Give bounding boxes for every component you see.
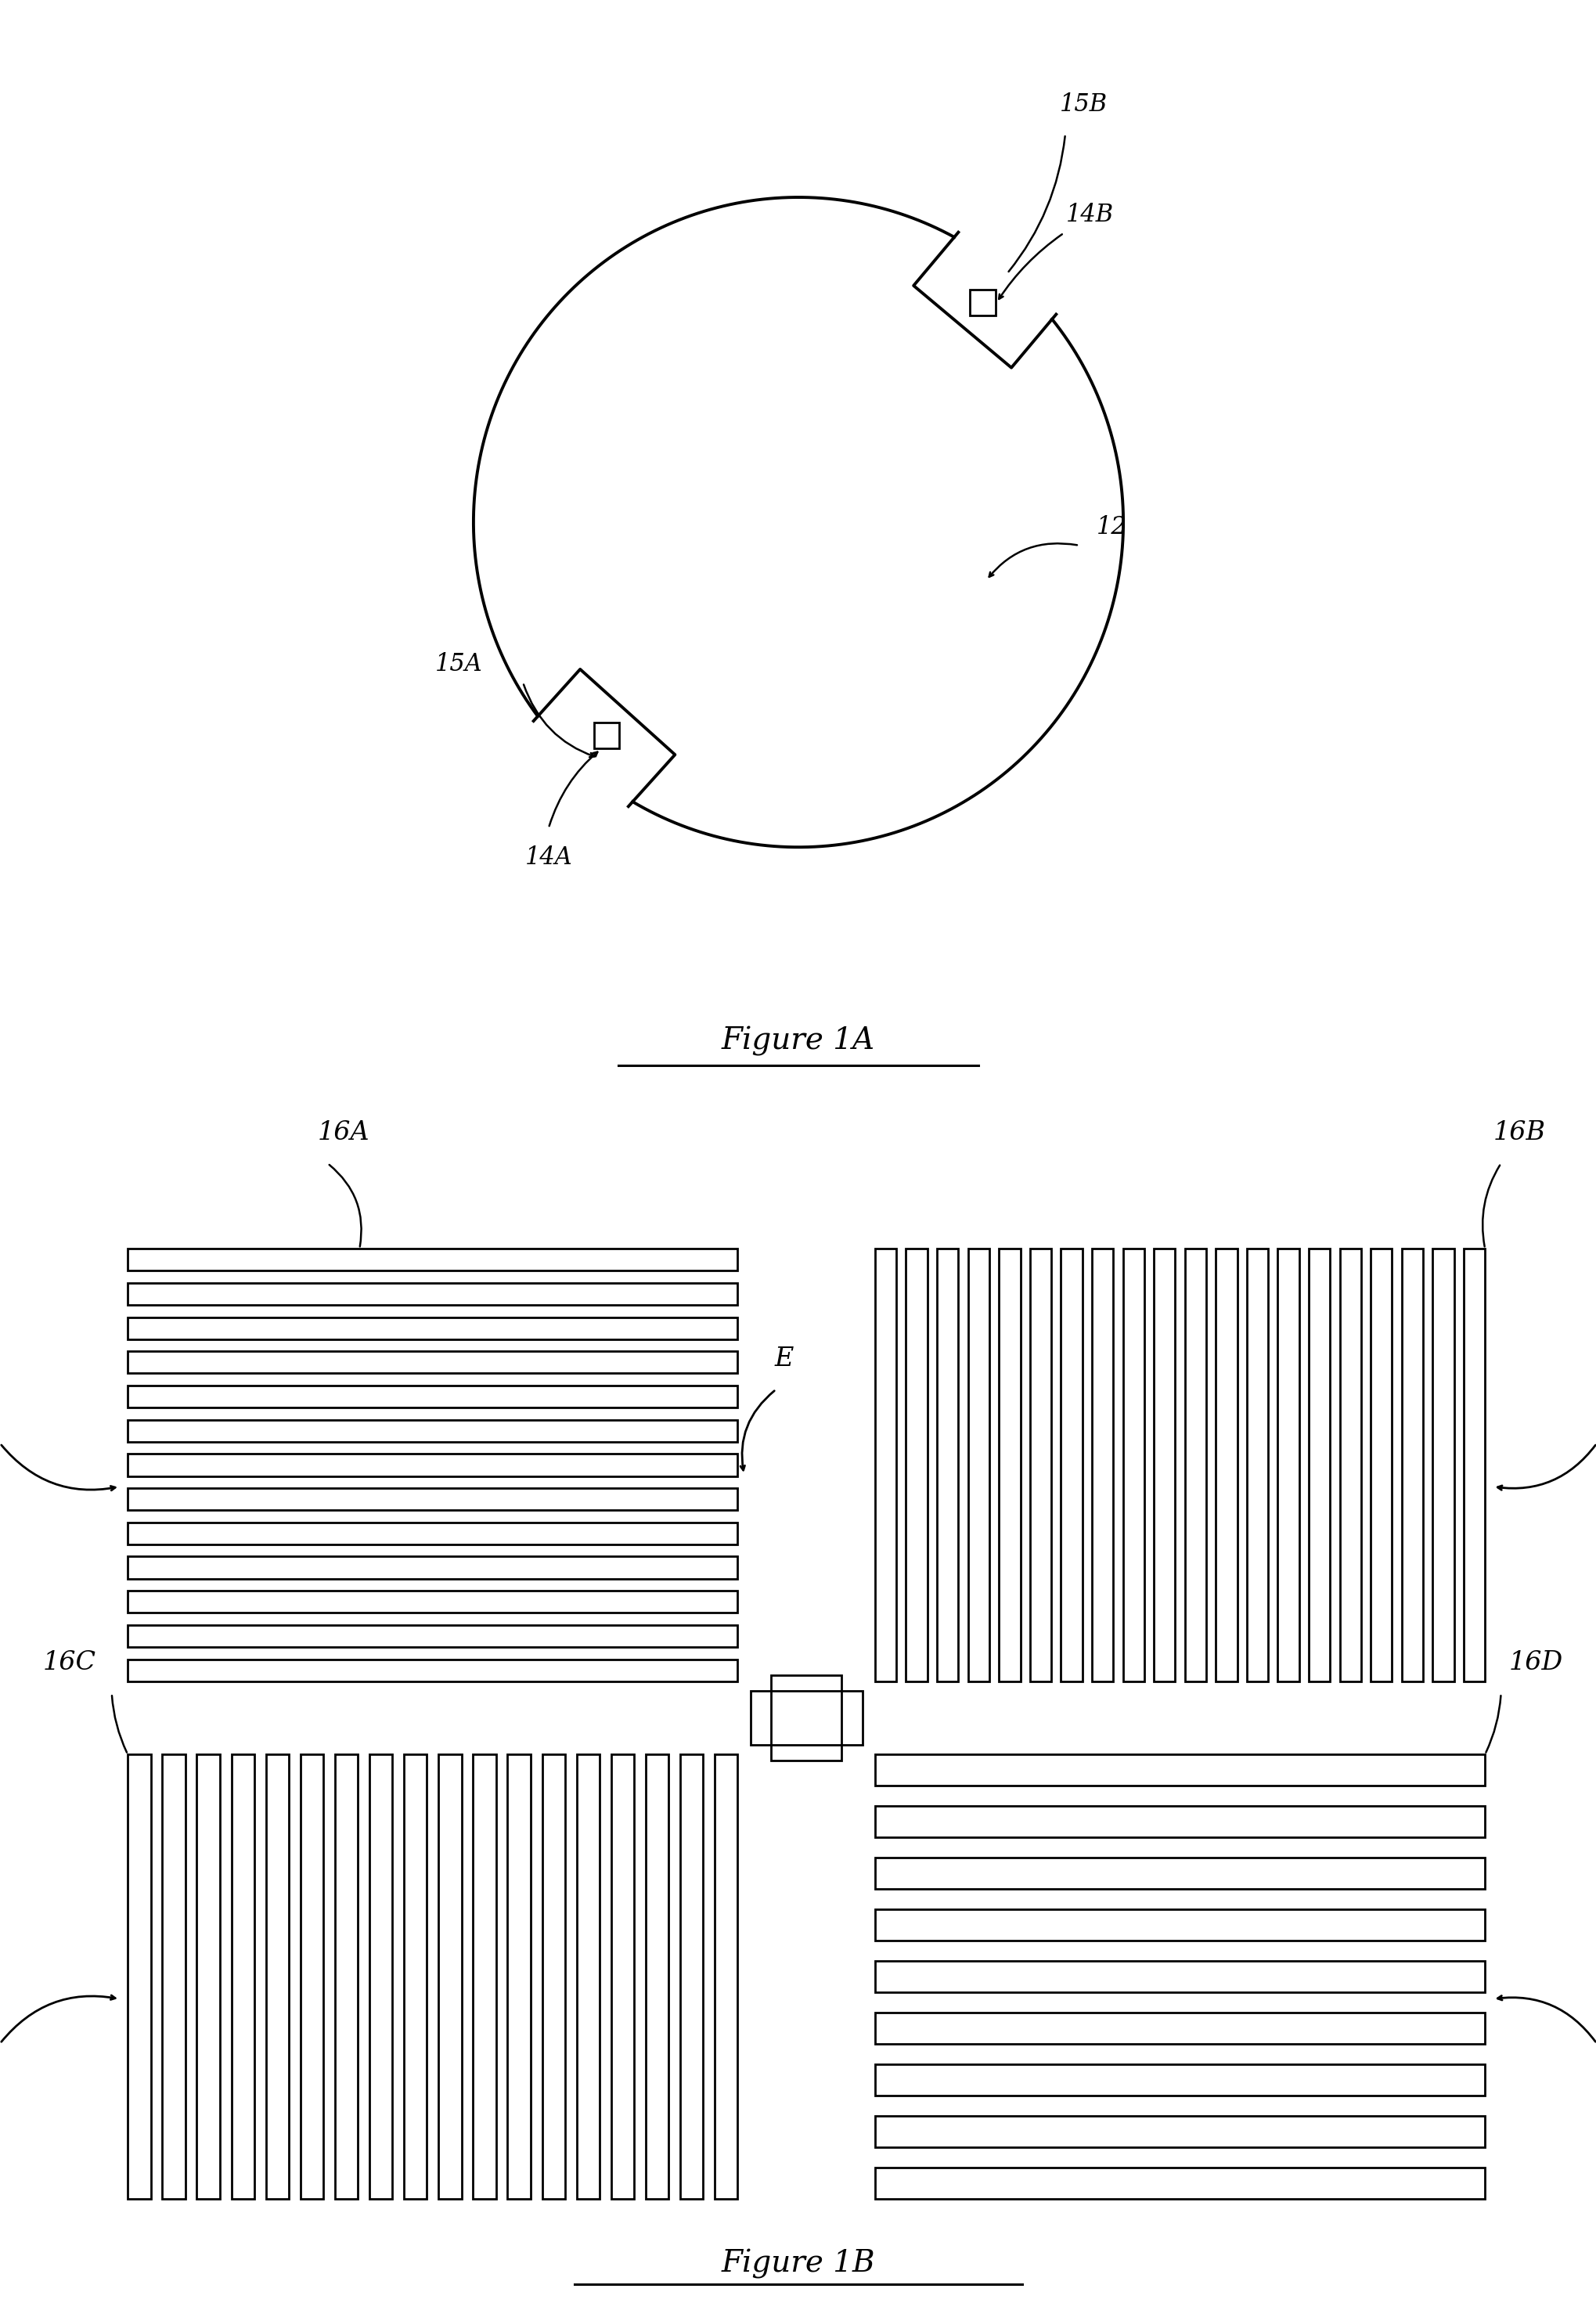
Bar — [875, 2012, 1484, 2045]
Text: 16C: 16C — [43, 1650, 96, 1676]
Bar — [967, 1249, 990, 1680]
Bar — [1464, 1249, 1484, 1680]
Bar — [1339, 1249, 1360, 1680]
Bar — [875, 1961, 1484, 1991]
Bar — [750, 1692, 862, 1745]
Bar — [439, 1755, 461, 2200]
Bar — [128, 1488, 737, 1511]
Bar — [1122, 1249, 1144, 1680]
Bar — [1369, 1249, 1392, 1680]
Bar — [508, 1755, 530, 2200]
Text: 16D: 16D — [1508, 1650, 1562, 1676]
Text: Figure 1A: Figure 1A — [721, 1026, 875, 1056]
Bar — [611, 1755, 634, 2200]
Bar — [969, 290, 994, 316]
Bar — [128, 1557, 737, 1578]
Bar — [576, 1755, 600, 2200]
Text: 15B: 15B — [1058, 93, 1106, 116]
Text: 16A: 16A — [318, 1121, 369, 1144]
Bar — [128, 1755, 150, 2200]
Text: 14B: 14B — [1066, 202, 1114, 227]
Bar — [999, 1249, 1020, 1680]
Bar — [1060, 1249, 1082, 1680]
Bar — [1184, 1249, 1205, 1680]
Bar — [300, 1755, 324, 2200]
Bar — [875, 2117, 1484, 2147]
Text: Figure 1B: Figure 1B — [721, 2249, 875, 2279]
Text: 16B: 16B — [1492, 1121, 1545, 1144]
Bar — [875, 1249, 895, 1680]
Bar — [128, 1453, 737, 1476]
Bar — [875, 1755, 1484, 1785]
Text: 15A: 15A — [434, 652, 482, 678]
Bar — [1246, 1249, 1267, 1680]
Bar — [1277, 1249, 1299, 1680]
Bar — [1215, 1249, 1237, 1680]
Bar — [715, 1755, 737, 2200]
Bar — [771, 1676, 841, 1759]
Bar — [541, 1755, 565, 2200]
Bar — [1092, 1249, 1112, 1680]
Text: 14A: 14A — [525, 845, 571, 870]
Bar — [875, 1857, 1484, 1889]
Bar — [128, 1351, 737, 1374]
Bar — [472, 1755, 496, 2200]
Bar — [128, 1660, 737, 1680]
Bar — [335, 1755, 358, 2200]
Bar — [128, 1316, 737, 1339]
Bar — [265, 1755, 289, 2200]
Bar — [128, 1625, 737, 1648]
Bar — [369, 1755, 393, 2200]
Bar — [196, 1755, 220, 2200]
Bar — [645, 1755, 669, 2200]
Bar — [231, 1755, 254, 2200]
Bar — [1309, 1249, 1329, 1680]
Bar — [128, 1420, 737, 1441]
Bar — [875, 2063, 1484, 2096]
Bar — [680, 1755, 702, 2200]
Bar — [905, 1249, 927, 1680]
Bar — [1029, 1249, 1050, 1680]
Text: 12: 12 — [1096, 515, 1127, 541]
Bar — [128, 1249, 737, 1272]
Bar — [128, 1523, 737, 1543]
Bar — [1154, 1249, 1175, 1680]
Bar — [1432, 1249, 1454, 1680]
Bar — [594, 722, 619, 747]
Bar — [128, 1386, 737, 1407]
Text: E: E — [774, 1346, 793, 1372]
Bar — [404, 1755, 426, 2200]
Bar — [875, 1910, 1484, 1940]
Bar — [128, 1284, 737, 1304]
Bar — [163, 1755, 185, 2200]
Bar — [128, 1590, 737, 1613]
Bar — [1401, 1249, 1422, 1680]
Bar — [875, 2168, 1484, 2200]
Bar — [937, 1249, 958, 1680]
Bar — [875, 1806, 1484, 1838]
